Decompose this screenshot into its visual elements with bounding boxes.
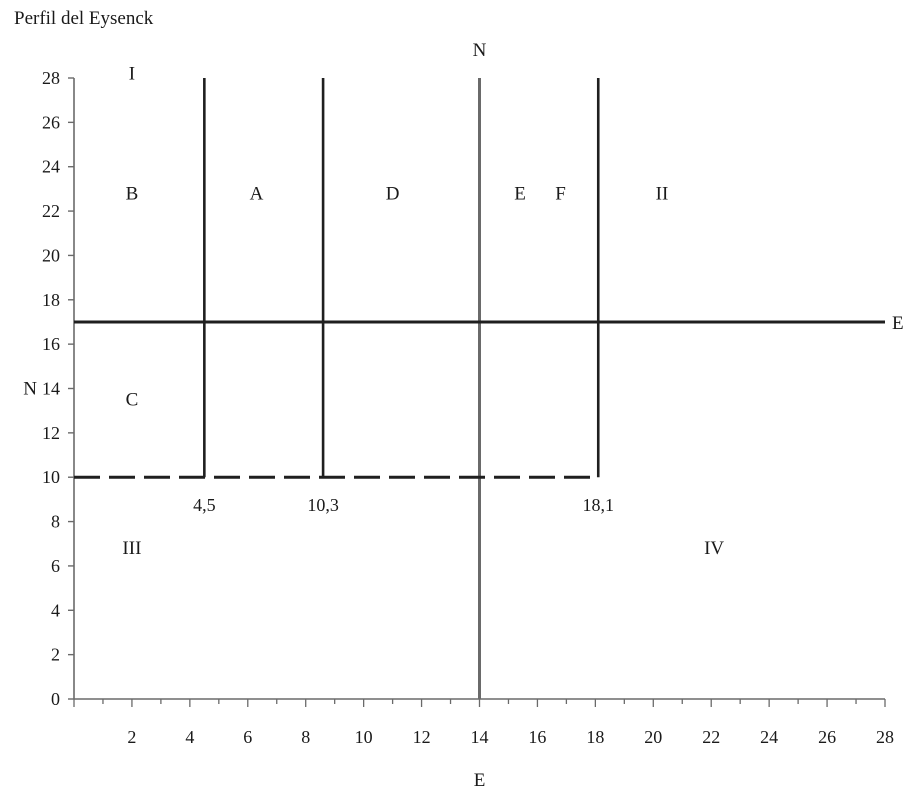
y-tick-label: 4 bbox=[51, 600, 60, 620]
y-tick-label: 24 bbox=[42, 157, 60, 177]
n-axis-line-label: N bbox=[473, 40, 487, 61]
region-label: II bbox=[656, 183, 669, 204]
chart-labels: N E N E 4,5 10,3 18,1 I B A D E F II C III IV bbox=[23, 40, 903, 791]
x-tick-label: 22 bbox=[702, 727, 720, 747]
region-label: D bbox=[386, 183, 400, 204]
x-tick-label: 8 bbox=[301, 727, 310, 747]
x-tick-label: 18 bbox=[586, 727, 604, 747]
x-tick-label: 24 bbox=[760, 727, 778, 747]
region-label: E bbox=[514, 183, 526, 204]
region-label: C bbox=[126, 390, 139, 411]
region-label: III bbox=[122, 538, 141, 559]
y-tick-label: 0 bbox=[51, 689, 60, 709]
chart-title: Perfil del Eysenck bbox=[14, 8, 154, 29]
y-tick-label: 28 bbox=[42, 68, 60, 88]
y-tick-label: 12 bbox=[42, 423, 60, 443]
x-tick-label: 2 bbox=[127, 727, 136, 747]
y-axis-label: N bbox=[23, 379, 37, 400]
x-tick-label: 28 bbox=[876, 727, 894, 747]
cut-line-label: 4,5 bbox=[193, 495, 216, 515]
x-tick-label: 12 bbox=[413, 727, 431, 747]
x-tick-label: 6 bbox=[243, 727, 252, 747]
x-tick-label: 16 bbox=[528, 727, 546, 747]
y-tick-label: 14 bbox=[42, 379, 60, 399]
x-tick-label: 14 bbox=[471, 727, 489, 747]
y-tick-label: 22 bbox=[42, 201, 60, 221]
chart-lines bbox=[74, 78, 885, 699]
region-label: F bbox=[555, 183, 566, 204]
region-label: A bbox=[250, 183, 264, 204]
region-label: B bbox=[126, 183, 139, 204]
x-tick-label: 10 bbox=[355, 727, 373, 747]
region-label: I bbox=[129, 64, 135, 85]
e-axis-line-label: E bbox=[892, 313, 904, 334]
y-tick-label: 10 bbox=[42, 467, 60, 487]
x-axis-label: E bbox=[474, 770, 486, 791]
x-tick-label: 26 bbox=[818, 727, 836, 747]
y-tick-label: 18 bbox=[42, 290, 60, 310]
cut-line-label: 18,1 bbox=[583, 495, 615, 515]
y-tick-label: 6 bbox=[51, 556, 60, 576]
x-tick-label: 20 bbox=[644, 727, 662, 747]
y-tick-label: 8 bbox=[51, 512, 60, 532]
y-tick-label: 16 bbox=[42, 334, 60, 354]
region-label: IV bbox=[704, 538, 724, 559]
y-tick-label: 20 bbox=[42, 245, 60, 265]
y-tick-label: 26 bbox=[42, 112, 60, 132]
x-tick-label: 4 bbox=[185, 727, 194, 747]
y-tick-label: 2 bbox=[51, 645, 60, 665]
cut-line-label: 10,3 bbox=[307, 495, 339, 515]
